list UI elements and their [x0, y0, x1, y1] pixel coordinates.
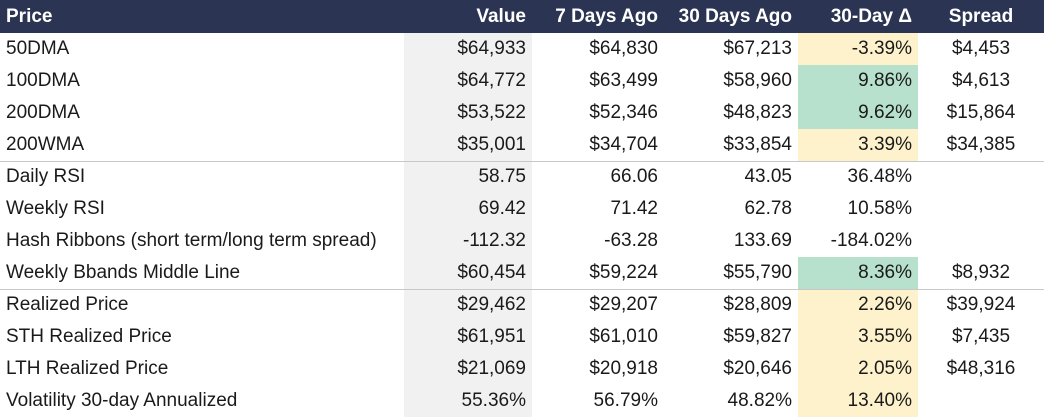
row-value: 58.75 [404, 160, 532, 193]
row-7-days-ago: $64,830 [589, 38, 658, 59]
table-row: STH Realized Price $61,951 $61,010 $59,8… [0, 321, 1044, 353]
row-30-day-delta: 8.36% [798, 257, 918, 289]
table-row: Volatility 30-day Annualized 55.36% 56.7… [0, 385, 1044, 417]
row-spread [918, 193, 1044, 225]
row-label: Volatility 30-day Annualized [6, 390, 238, 411]
row-7-days-ago: 56.79% [593, 390, 658, 411]
row-value: $64,933 [404, 33, 532, 65]
table-row: Daily RSI 58.75 66.06 43.05 36.48% [0, 160, 1044, 193]
row-30-day-delta: -184.02% [830, 230, 912, 251]
row-spread: $34,385 [946, 133, 1016, 155]
row-7-days-ago: 71.42 [610, 198, 658, 219]
row-label: Weekly RSI [6, 198, 105, 219]
row-value: $61,951 [404, 321, 532, 353]
table-row: Hash Ribbons (short term/long term sprea… [0, 225, 1044, 257]
table-row: Realized Price $29,462 $29,207 $28,809 2… [0, 288, 1044, 321]
table-row: 50DMA $64,933 $64,830 $67,213 -3.39% $4,… [0, 33, 1044, 65]
row-30-days-ago: 43.05 [664, 160, 798, 193]
row-7-days-ago: $52,346 [589, 102, 658, 123]
row-value: 55.36% [404, 385, 532, 417]
row-30-day-delta: 36.48% [798, 160, 918, 193]
row-30-day-delta: -3.39% [798, 33, 918, 65]
row-spread: $15,864 [946, 102, 1016, 123]
row-label: LTH Realized Price [6, 358, 169, 379]
row-spread [918, 225, 1044, 257]
table-row: 200WMA $35,001 $34,704 $33,854 3.39% $34… [0, 129, 1044, 161]
row-7-days-ago: $29,207 [532, 288, 664, 321]
row-7-days-ago: 66.06 [532, 160, 664, 193]
row-label: Hash Ribbons (short term/long term sprea… [6, 230, 377, 251]
header-value: Value [476, 5, 526, 27]
table-row: Weekly Bbands Middle Line $60,454 $59,22… [0, 257, 1044, 289]
row-30-day-delta: 3.55% [798, 321, 918, 353]
row-label: Daily RSI [0, 160, 404, 193]
row-label: Weekly Bbands Middle Line [6, 261, 241, 283]
row-30-days-ago: $48,823 [723, 102, 792, 123]
row-spread: $4,613 [951, 70, 1011, 91]
table-row: 100DMA $64,772 $63,499 $58,960 9.86% $4,… [0, 65, 1044, 97]
row-30-days-ago: 62.78 [744, 198, 792, 219]
row-value: $64,772 [404, 65, 532, 97]
row-spread: $8,932 [951, 261, 1011, 283]
row-30-days-ago: $59,827 [723, 326, 792, 347]
row-30-day-delta: 2.26% [798, 288, 918, 321]
row-spread [918, 385, 1044, 417]
row-30-days-ago: $58,960 [723, 70, 792, 91]
row-7-days-ago: $63,499 [589, 70, 658, 91]
row-30-days-ago: $55,790 [723, 261, 792, 283]
row-value: $35,001 [404, 129, 532, 161]
row-value: $53,522 [404, 97, 532, 129]
row-spread: $7,435 [951, 326, 1011, 347]
table-row: 200DMA $53,522 $52,346 $48,823 9.62% $15… [0, 97, 1044, 129]
row-value: $21,069 [404, 353, 532, 385]
row-spread: $4,453 [951, 38, 1011, 59]
table-row: Weekly RSI 69.42 71.42 62.78 10.58% [0, 193, 1044, 225]
row-spread: $48,316 [946, 358, 1016, 379]
row-30-days-ago: $33,854 [723, 133, 792, 155]
row-value: -112.32 [404, 225, 532, 257]
row-spread [918, 160, 1044, 193]
row-label: 100DMA [6, 70, 80, 91]
row-7-days-ago: $34,704 [589, 133, 658, 155]
row-7-days-ago: -63.28 [604, 230, 658, 251]
row-spread: $39,924 [918, 288, 1044, 321]
row-30-days-ago: $67,213 [723, 38, 792, 59]
header-7-days-ago: 7 Days Ago [555, 5, 658, 27]
row-7-days-ago: $20,918 [589, 358, 658, 379]
row-value: $29,462 [404, 288, 532, 321]
header-spread: Spread [948, 5, 1014, 27]
row-value: $60,454 [404, 257, 532, 289]
row-30-days-ago: 133.69 [733, 230, 792, 251]
row-30-day-delta: 13.40% [798, 385, 918, 417]
row-label: 200WMA [6, 133, 85, 155]
row-30-day-delta: 2.05% [798, 353, 918, 385]
row-30-day-delta: 9.86% [798, 65, 918, 97]
table-row: LTH Realized Price $21,069 $20,918 $20,6… [0, 353, 1044, 385]
row-30-days-ago: $20,646 [723, 358, 792, 379]
row-label: Realized Price [0, 288, 404, 321]
row-label: 50DMA [6, 38, 70, 59]
row-value: 69.42 [404, 193, 532, 225]
row-30-days-ago: $28,809 [664, 288, 798, 321]
header-30-day-delta: 30-Day Δ [830, 5, 912, 27]
row-7-days-ago: $61,010 [589, 326, 658, 347]
table-header-row: Price Value 7 Days Ago 30 Days Ago 30-Da… [0, 0, 1044, 33]
row-30-day-delta: 3.39% [798, 129, 918, 161]
header-30-days-ago: 30 Days Ago [678, 5, 792, 27]
row-30-day-delta: 9.62% [798, 97, 918, 129]
row-30-days-ago: 48.82% [727, 390, 792, 411]
row-30-day-delta: 10.58% [847, 198, 912, 219]
row-7-days-ago: $59,224 [589, 261, 658, 283]
row-label: STH Realized Price [6, 326, 172, 347]
header-price: Price [6, 5, 53, 27]
row-label: 200DMA [6, 102, 80, 123]
